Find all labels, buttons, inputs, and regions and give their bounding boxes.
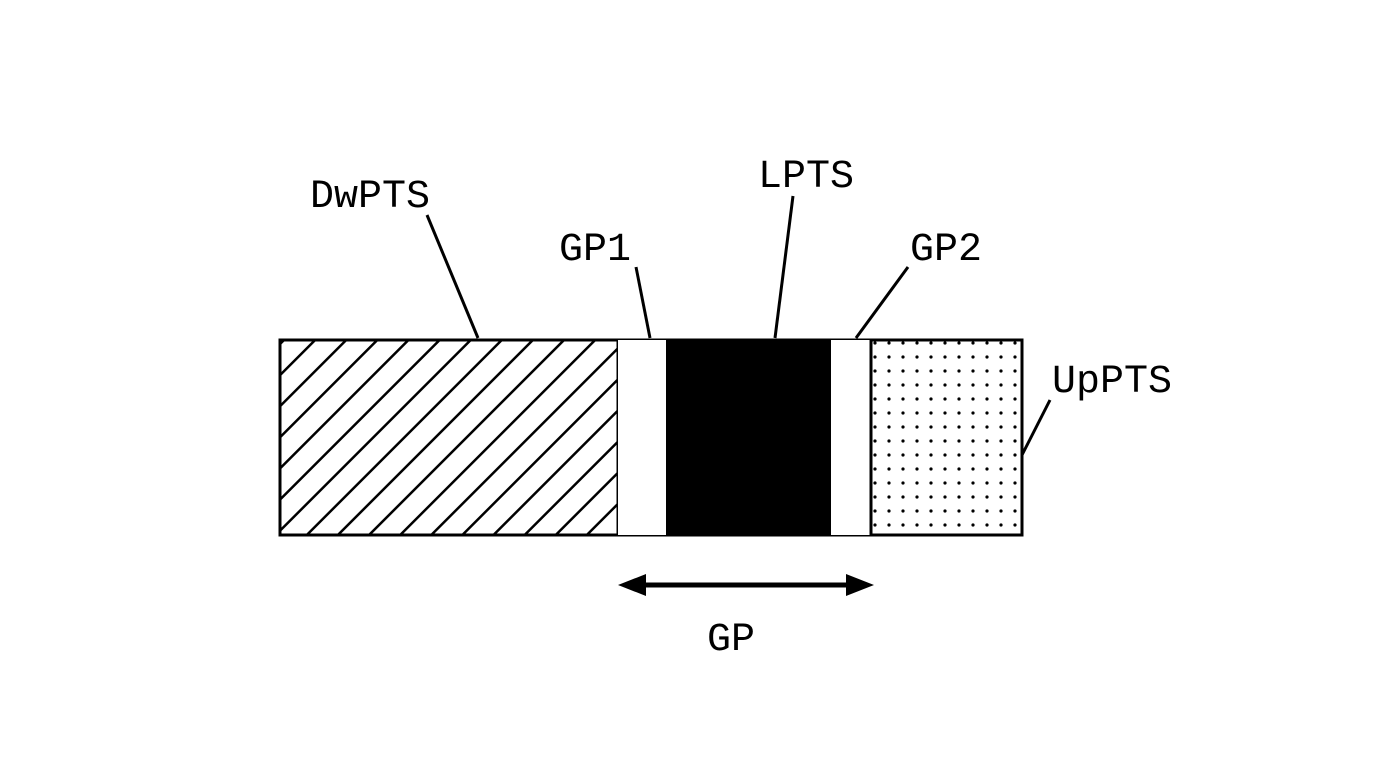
label-gp1: GP1: [559, 228, 631, 273]
label-lpts: LPTS: [758, 155, 854, 200]
label-dwpts: DwPTS: [310, 175, 430, 220]
label-gp: GP: [707, 618, 755, 663]
label-gp2: GP2: [910, 228, 982, 273]
label-uppts: UpPTS: [1052, 360, 1172, 405]
